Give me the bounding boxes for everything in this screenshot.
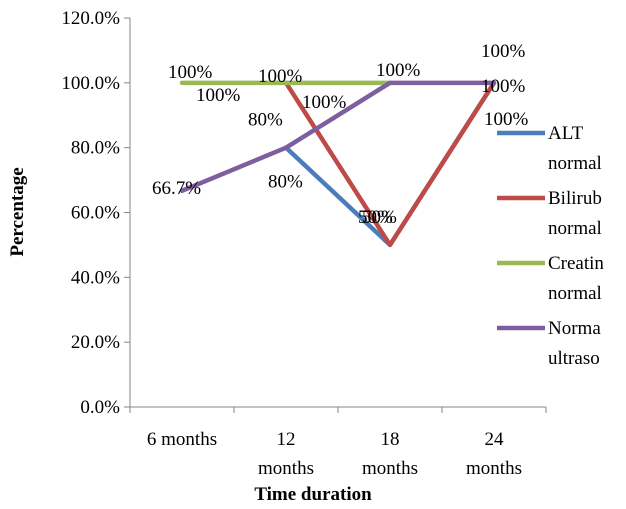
data-label: 50% — [358, 207, 393, 228]
y-tick-label: 120.0% — [61, 8, 120, 29]
y-tick-label: 20.0% — [71, 332, 120, 353]
data-label: 100% — [484, 109, 529, 130]
data-label: 80% — [248, 110, 283, 131]
data-label: 100% — [481, 76, 526, 97]
x-tick-label: 12 months — [258, 429, 314, 479]
y-tick-label: 40.0% — [71, 267, 120, 288]
data-label: 100% — [258, 66, 303, 87]
x-tick-label: 24 months — [466, 429, 522, 479]
data-label: 100% — [302, 92, 347, 113]
series-line — [179, 80, 497, 194]
y-tick-label: 0.0% — [80, 397, 120, 418]
data-label: 100% — [168, 62, 213, 83]
data-label: 100% — [481, 41, 526, 62]
x-axis-title: Time duration — [254, 484, 372, 505]
legend-label: ALT normal — [548, 123, 602, 174]
legend-label: Creatin normal — [548, 253, 604, 304]
y-tick-label: 100.0% — [61, 73, 120, 94]
y-tick-label: 80.0% — [71, 138, 120, 159]
x-tick-label: 6 months — [147, 429, 217, 450]
data-label: 50% — [362, 207, 397, 228]
legend-label: Norma ultraso — [548, 318, 601, 369]
legend-label: Bilirub normal — [548, 188, 602, 239]
data-label: 66.7% — [152, 178, 201, 199]
x-tick-label: 18 months — [362, 429, 418, 479]
y-axis-title: Percentage — [7, 167, 28, 256]
data-label: 80% — [268, 172, 303, 193]
data-label: 100% — [196, 85, 241, 106]
series-line — [283, 80, 497, 248]
data-label: 100% — [376, 60, 421, 81]
y-tick-label: 60.0% — [71, 203, 120, 224]
